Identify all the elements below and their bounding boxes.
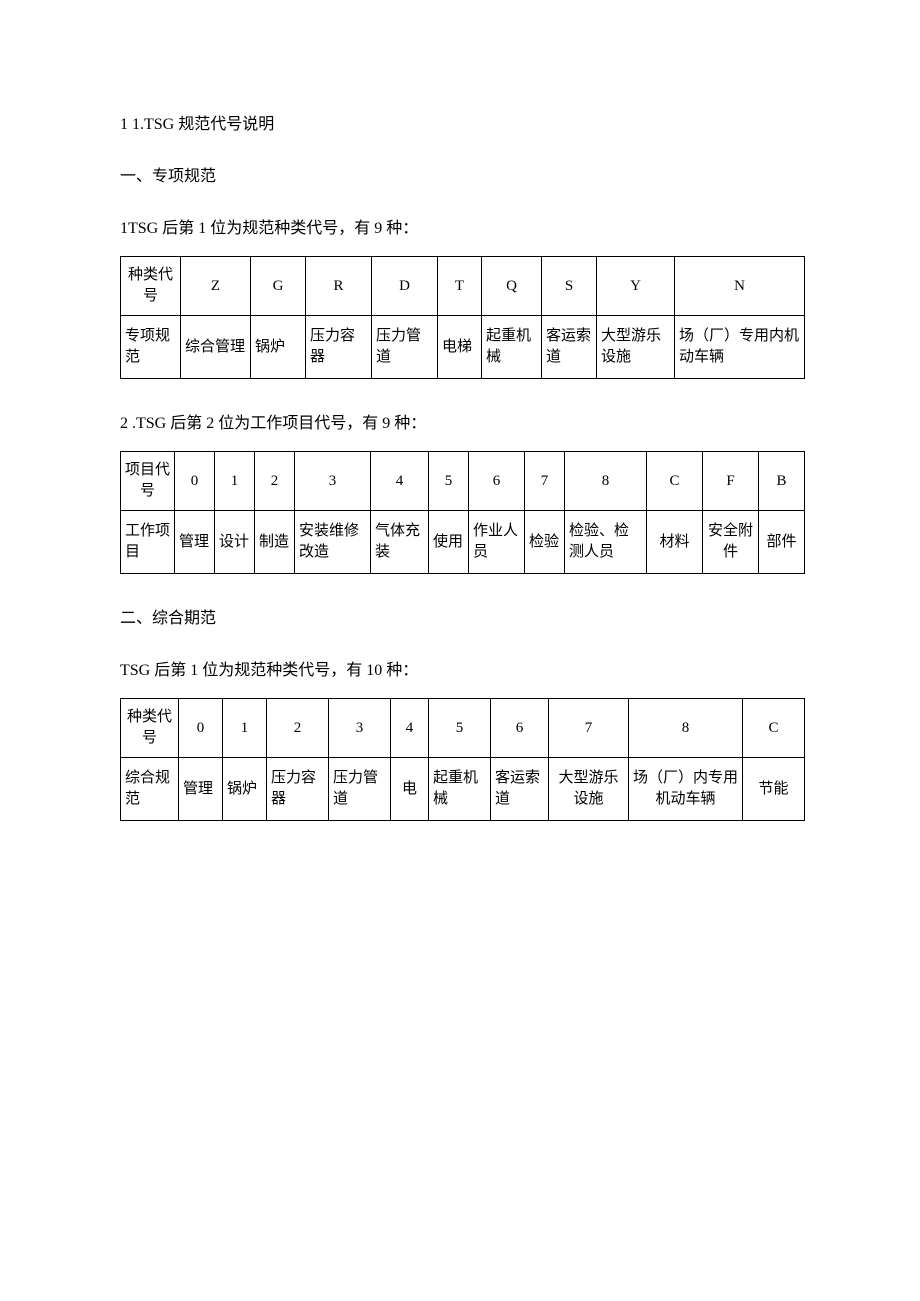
data-cell: 压力容器 (267, 758, 329, 821)
data-cell: 气体充装 (371, 511, 429, 574)
header-cell: 7 (525, 452, 565, 511)
header-cell: 3 (295, 452, 371, 511)
header-cell: 3 (329, 699, 391, 758)
page-title: 1 1.TSG 规范代号说明 (120, 110, 800, 134)
table-row: 项目代号012345678CFB (121, 452, 805, 511)
row-label: 专项规范 (121, 316, 181, 379)
data-cell: 检验、检测人员 (565, 511, 647, 574)
table-row: 工作项目管理设计制造安装维修改造气体充装使用作业人员检验检验、检测人员材料安全附… (121, 511, 805, 574)
data-cell: 起重机械 (429, 758, 491, 821)
data-cell: 起重机械 (482, 316, 542, 379)
table-row: 种类代号ZGRDTQSYN (121, 257, 805, 316)
table-row: 专项规范综合管理锅炉压力容器压力管道电梯起重机械客运索道大型游乐设施场（厂）专用… (121, 316, 805, 379)
row-label: 工作项目 (121, 511, 175, 574)
data-cell: 使用 (429, 511, 469, 574)
header-cell: 8 (565, 452, 647, 511)
data-cell: 安装维修改造 (295, 511, 371, 574)
data-cell: 电梯 (438, 316, 482, 379)
header-cell: R (306, 257, 372, 316)
section-2-heading: 二、综合期范 (120, 604, 800, 628)
data-cell: 客运索道 (491, 758, 549, 821)
data-cell: 设计 (215, 511, 255, 574)
row-label: 项目代号 (121, 452, 175, 511)
header-cell: C (743, 699, 805, 758)
table-2: 项目代号012345678CFB 工作项目管理设计制造安装维修改造气体充装使用作… (120, 451, 805, 574)
data-cell: 节能 (743, 758, 805, 821)
header-cell: 7 (549, 699, 629, 758)
data-cell: 客运索道 (542, 316, 597, 379)
data-cell: 压力管道 (329, 758, 391, 821)
data-cell: 场（厂）内专用机动车辆 (629, 758, 743, 821)
sub-1-2-text: 2 .TSG 后第 2 位为工作项目代号，有 9 种： (120, 409, 800, 433)
header-cell: 5 (429, 452, 469, 511)
header-cell: 1 (223, 699, 267, 758)
header-cell: 6 (491, 699, 549, 758)
data-cell: 大型游乐设施 (549, 758, 629, 821)
data-cell: 压力容器 (306, 316, 372, 379)
header-cell: N (675, 257, 805, 316)
header-cell: 2 (267, 699, 329, 758)
header-cell: 2 (255, 452, 295, 511)
sub-2-1-text: TSG 后第 1 位为规范种类代号，有 10 种： (120, 656, 800, 680)
header-cell: 6 (469, 452, 525, 511)
data-cell: 部件 (759, 511, 805, 574)
header-cell: 4 (371, 452, 429, 511)
data-cell: 锅炉 (223, 758, 267, 821)
header-cell: C (647, 452, 703, 511)
data-cell: 检验 (525, 511, 565, 574)
row-label: 综合规范 (121, 758, 179, 821)
table-1: 种类代号ZGRDTQSYN 专项规范综合管理锅炉压力容器压力管道电梯起重机械客运… (120, 256, 805, 379)
data-cell: 综合管理 (181, 316, 251, 379)
data-cell: 管理 (179, 758, 223, 821)
data-cell: 大型游乐设施 (597, 316, 675, 379)
data-cell: 电 (391, 758, 429, 821)
data-cell: 制造 (255, 511, 295, 574)
table-3: 种类代号012345678C 综合规范管理锅炉压力容器压力管道电起重机械客运索道… (120, 698, 805, 821)
data-cell: 场（厂）专用内机动车辆 (675, 316, 805, 379)
data-cell: 压力管道 (372, 316, 438, 379)
header-cell: G (251, 257, 306, 316)
header-cell: D (372, 257, 438, 316)
header-cell: T (438, 257, 482, 316)
header-cell: 0 (179, 699, 223, 758)
section-1-heading: 一、专项规范 (120, 162, 800, 186)
header-cell: 8 (629, 699, 743, 758)
header-cell: 5 (429, 699, 491, 758)
header-cell: 0 (175, 452, 215, 511)
header-cell: 4 (391, 699, 429, 758)
row-label: 种类代号 (121, 257, 181, 316)
table-row: 综合规范管理锅炉压力容器压力管道电起重机械客运索道大型游乐设施场（厂）内专用机动… (121, 758, 805, 821)
sub-1-1-text: 1TSG 后第 1 位为规范种类代号，有 9 种： (120, 214, 800, 238)
data-cell: 材料 (647, 511, 703, 574)
header-cell: Q (482, 257, 542, 316)
data-cell: 安全附件 (703, 511, 759, 574)
header-cell: F (703, 452, 759, 511)
row-label: 种类代号 (121, 699, 179, 758)
header-cell: Y (597, 257, 675, 316)
table-row: 种类代号012345678C (121, 699, 805, 758)
data-cell: 管理 (175, 511, 215, 574)
header-cell: 1 (215, 452, 255, 511)
header-cell: Z (181, 257, 251, 316)
header-cell: S (542, 257, 597, 316)
header-cell: B (759, 452, 805, 511)
data-cell: 作业人员 (469, 511, 525, 574)
data-cell: 锅炉 (251, 316, 306, 379)
